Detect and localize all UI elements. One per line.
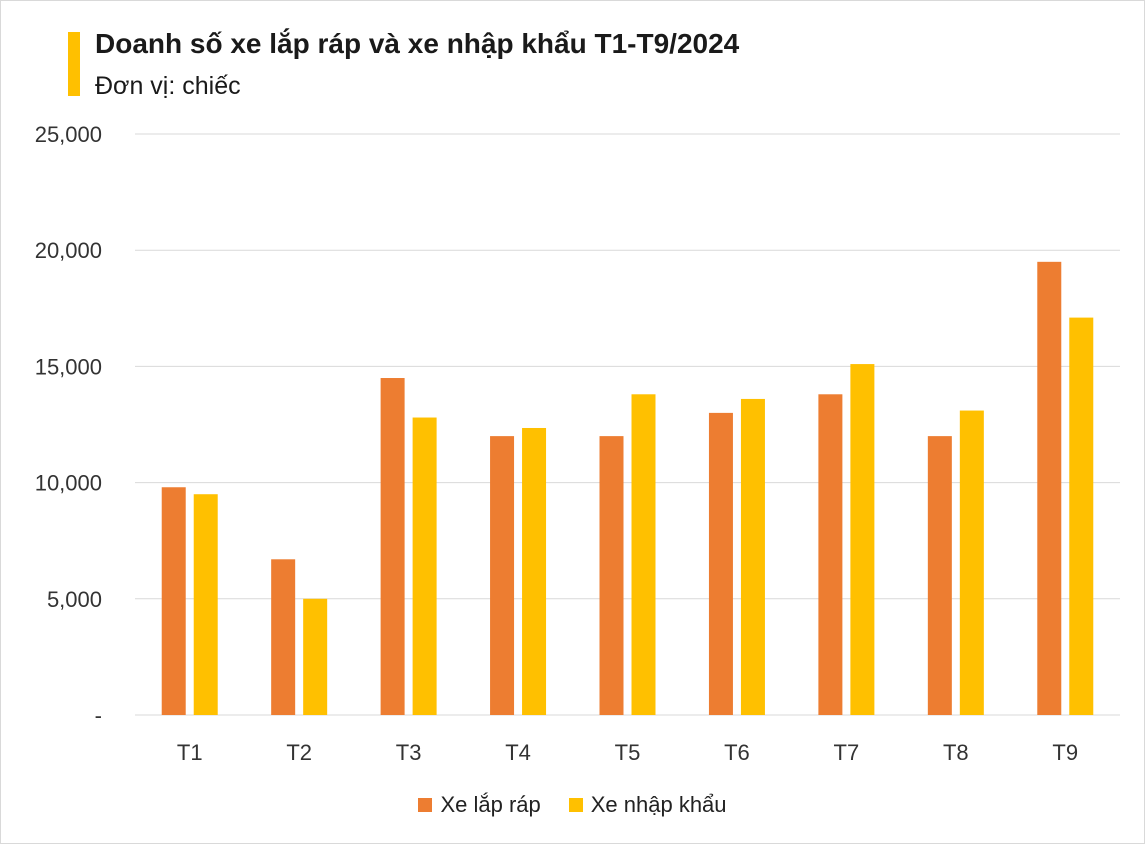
bar-T1-series-0	[161, 487, 186, 715]
x-tick-label: T4	[505, 740, 531, 765]
bar-T1-series-1	[193, 494, 218, 715]
bar-T5-series-0	[599, 436, 624, 715]
x-tick-label: T9	[1052, 740, 1078, 765]
y-tick-label: 15,000	[35, 354, 102, 379]
bar-T3-series-1	[412, 417, 437, 715]
chart-subtitle: Đơn vị: chiếc	[95, 72, 241, 100]
x-tick-label: T2	[286, 740, 312, 765]
legend-swatch	[568, 798, 583, 812]
bar-T6-series-1	[740, 398, 765, 715]
y-tick-label: 10,000	[35, 471, 102, 496]
legend-swatch	[418, 798, 433, 812]
bar-T6-series-0	[708, 412, 733, 715]
y-tick-label: 20,000	[35, 238, 102, 263]
y-tick-label: 5,000	[47, 587, 102, 612]
legend-item-series-0: Xe lắp ráp	[418, 792, 541, 818]
x-tick-label: T3	[396, 740, 422, 765]
bar-T9-series-0	[1037, 261, 1062, 715]
chart-title: Doanh số xe lắp ráp và xe nhập khẩu T1-T…	[95, 28, 740, 59]
legend-label: Xe lắp ráp	[440, 792, 541, 817]
x-tick-label: T8	[943, 740, 969, 765]
bar-T2-series-0	[271, 559, 296, 715]
bar-T8-series-0	[927, 436, 952, 715]
bar-T3-series-0	[380, 378, 405, 715]
legend-item-series-1: Xe nhập khẩu	[568, 792, 727, 818]
y-tick-label: 25,000	[35, 122, 102, 147]
bar-T4-series-0	[490, 436, 515, 715]
bar-T7-series-0	[818, 394, 843, 715]
bar-T5-series-1	[631, 394, 656, 715]
bar-T7-series-1	[850, 364, 875, 715]
x-tick-label: T7	[834, 740, 860, 765]
bar-T9-series-1	[1069, 317, 1094, 715]
x-tick-label: T6	[724, 740, 750, 765]
x-tick-label: T1	[177, 740, 203, 765]
x-tick-label: T5	[615, 740, 641, 765]
legend: Xe lắp ráp Xe nhập khẩu	[0, 792, 1145, 818]
title-accent-bar	[68, 32, 80, 96]
bar-T2-series-1	[303, 598, 328, 715]
legend-label: Xe nhập khẩu	[590, 792, 727, 817]
bar-T8-series-1	[959, 410, 984, 715]
bar-T4-series-1	[522, 427, 547, 715]
y-tick-label: -	[95, 703, 102, 728]
